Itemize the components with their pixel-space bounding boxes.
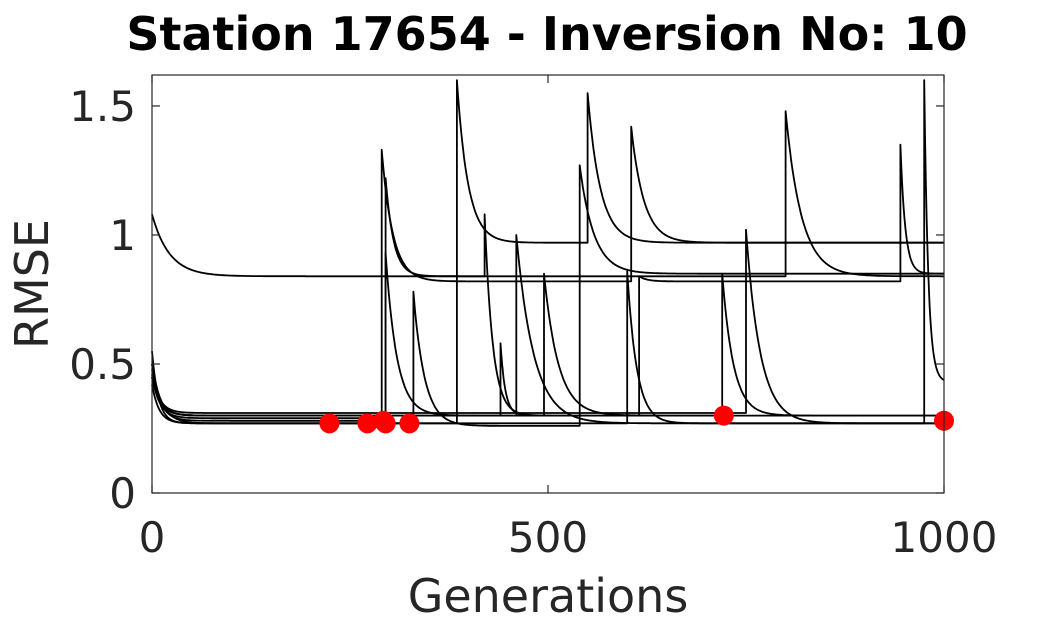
x-axis-ticks: 0 500 1000 xyxy=(139,75,998,562)
marker-point xyxy=(399,413,420,434)
y-tick-label: 1.5 xyxy=(69,82,136,131)
y-tick-label: 1 xyxy=(109,211,136,260)
series-line-2 xyxy=(151,110,945,278)
marker-point xyxy=(357,413,378,434)
y-axis-label: RMSE xyxy=(5,219,59,349)
y-tick-label: 0 xyxy=(109,469,136,518)
plot-area xyxy=(152,75,944,493)
marker-point xyxy=(375,413,396,434)
x-tick-label: 0 xyxy=(139,513,166,562)
marker-points xyxy=(319,405,954,434)
marker-point xyxy=(713,405,734,426)
x-axis-label: Generations xyxy=(408,569,689,623)
x-tick-label: 500 xyxy=(508,513,588,562)
series-line-10 xyxy=(151,79,945,425)
series-lines xyxy=(151,79,945,427)
y-axis-ticks: 0 0.5 1 1.5 xyxy=(69,82,944,518)
marker-point xyxy=(319,413,340,434)
series-line-3 xyxy=(151,125,945,422)
x-tick-label: 1000 xyxy=(891,513,998,562)
series-line-8 xyxy=(151,270,945,425)
series-line-9 xyxy=(151,272,945,417)
chart-title: Station 17654 - Inversion No: 10 xyxy=(126,7,967,61)
y-tick-label: 0.5 xyxy=(69,340,136,389)
